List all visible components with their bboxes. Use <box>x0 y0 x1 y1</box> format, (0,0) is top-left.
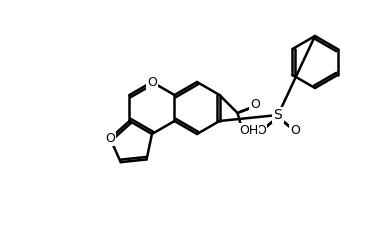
Text: OH: OH <box>239 124 258 137</box>
Text: O: O <box>105 132 115 145</box>
Text: O: O <box>290 124 300 137</box>
Text: O: O <box>256 124 266 137</box>
Text: S: S <box>274 108 282 122</box>
Text: O: O <box>147 76 157 89</box>
Text: O: O <box>250 98 260 112</box>
